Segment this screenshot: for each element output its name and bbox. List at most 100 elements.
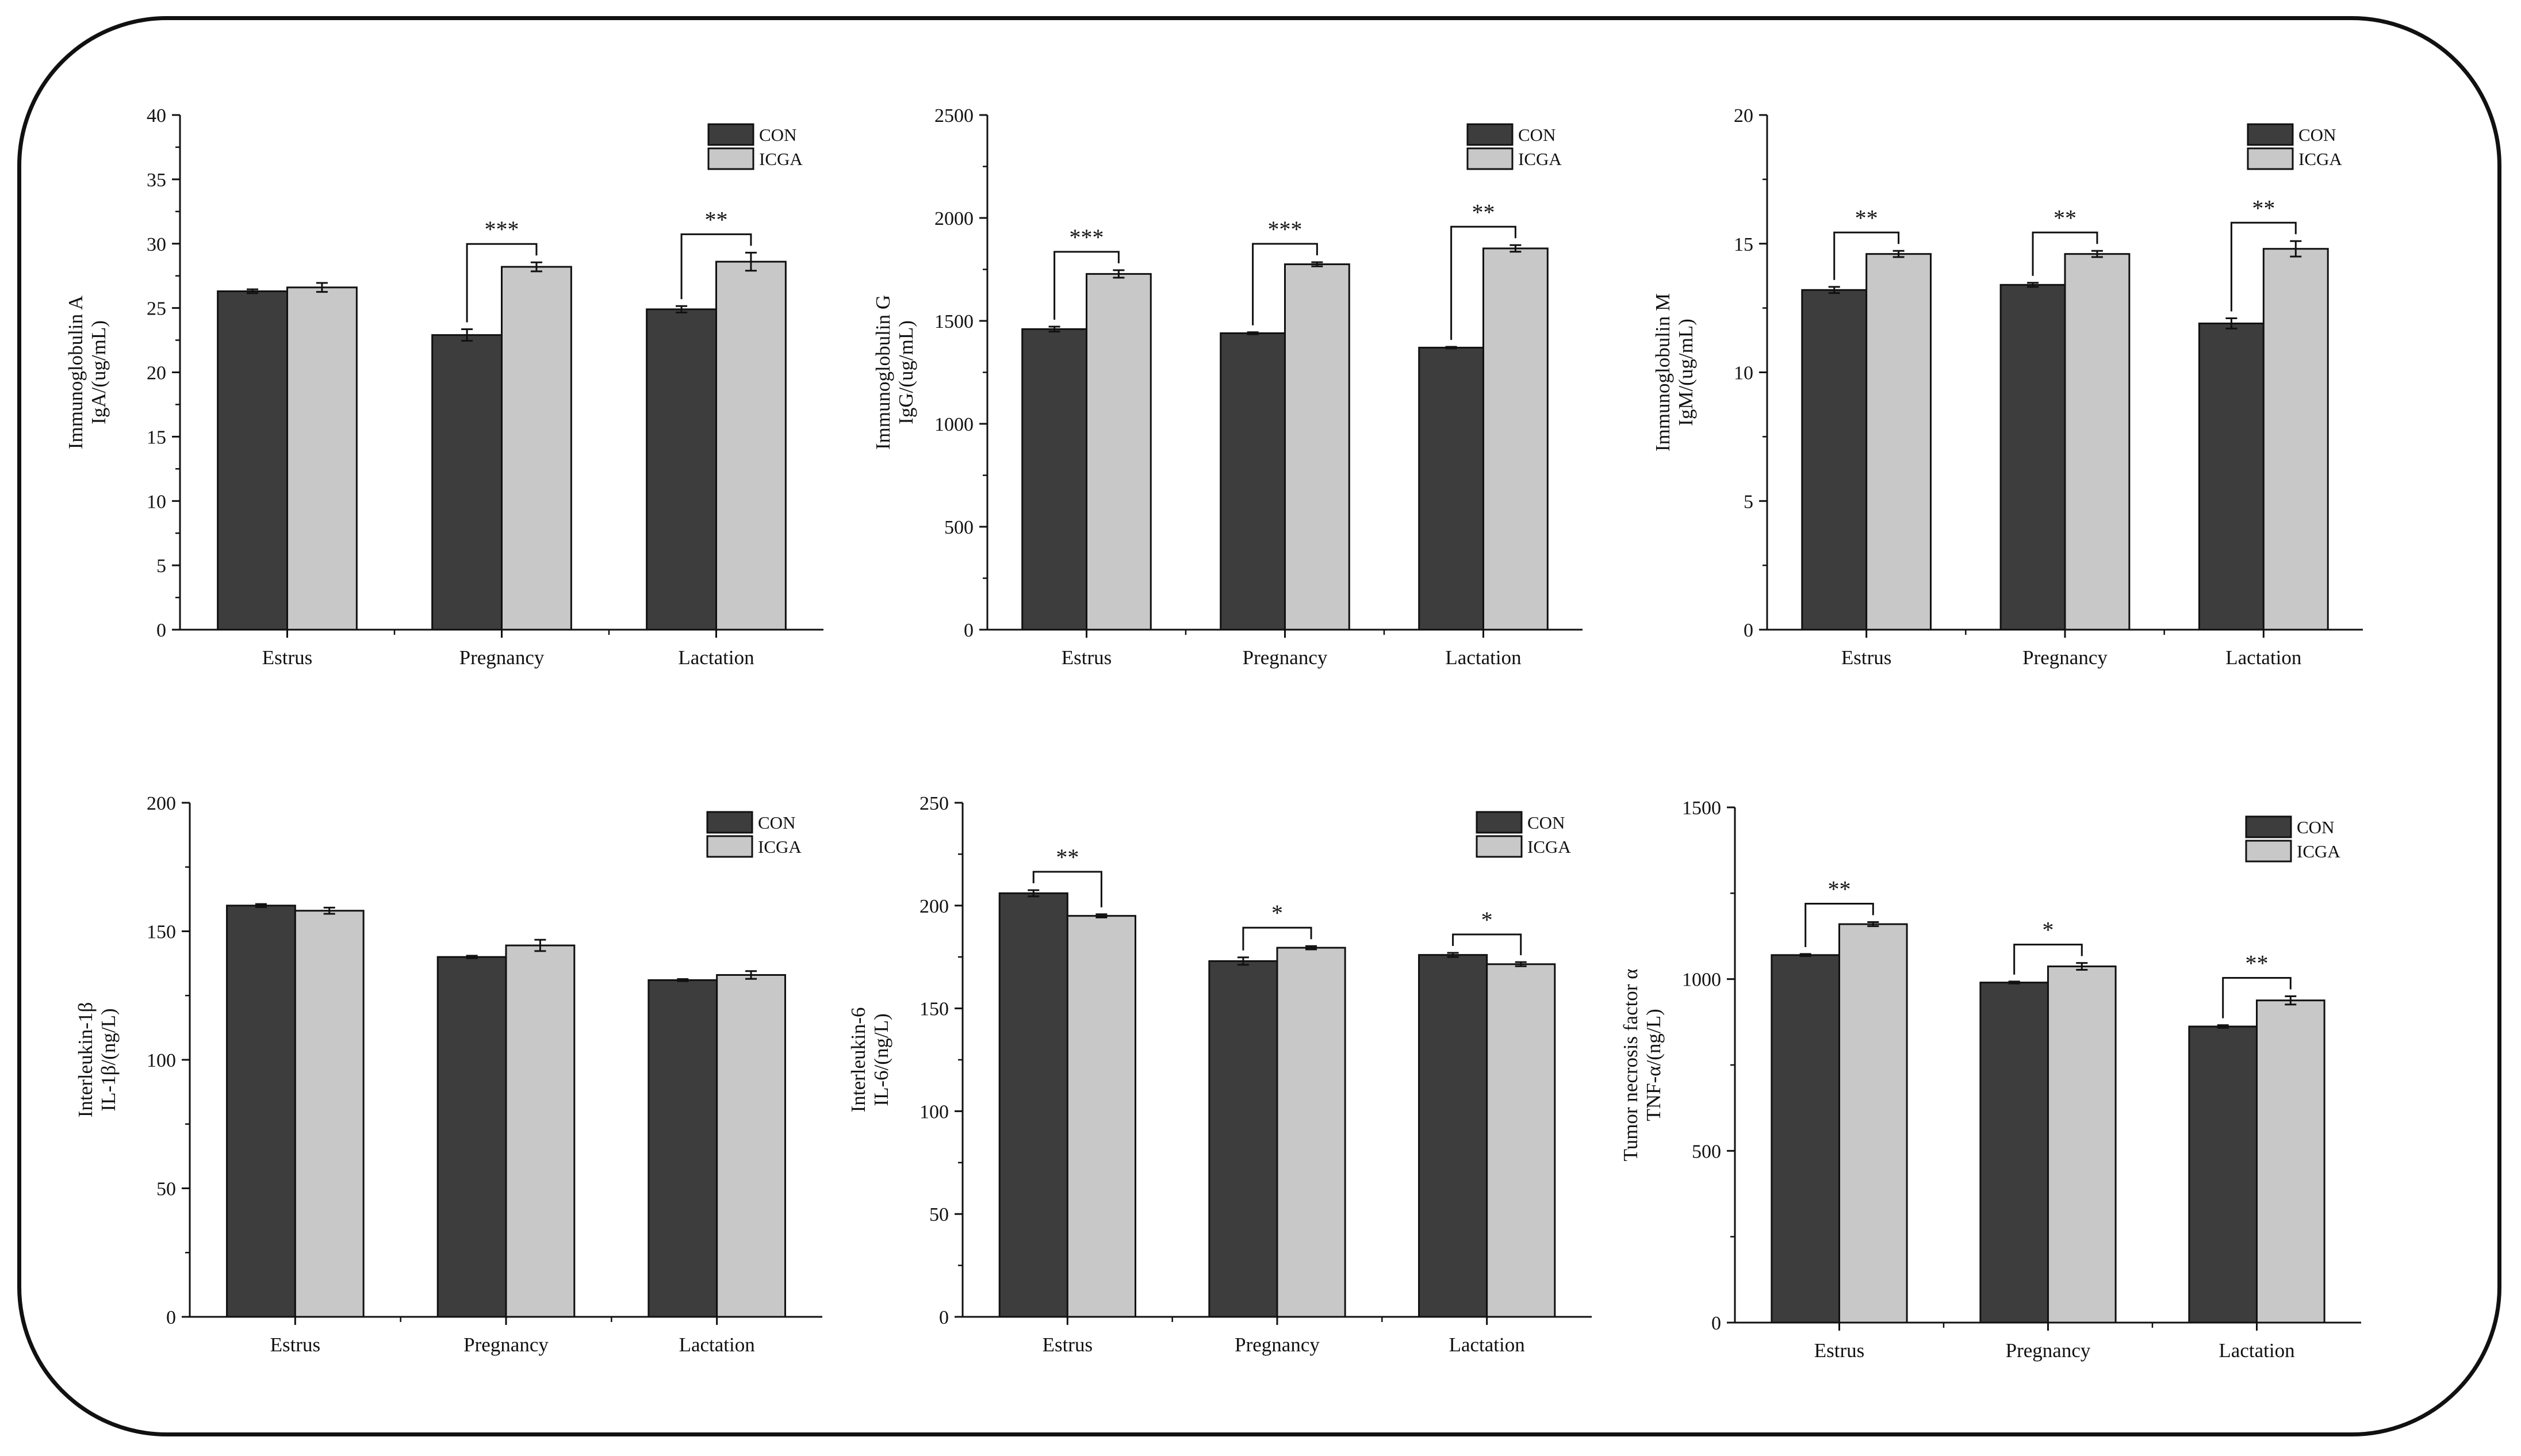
y-axis-label-line: Immunoglobulin A bbox=[64, 295, 87, 449]
legend-label-icga: ICGA bbox=[2297, 841, 2340, 861]
x-category-label: Pregnancy bbox=[1235, 1334, 1320, 1356]
bar-con bbox=[1801, 289, 1868, 631]
y-tick-label: 1000 bbox=[934, 414, 974, 435]
legend-swatch-icga bbox=[1466, 147, 1514, 170]
y-axis-label: Interleukin-1βIL-1β/(ng/L) bbox=[74, 1002, 120, 1118]
significance-marker: ** bbox=[2252, 195, 2275, 221]
bar-icga bbox=[716, 974, 786, 1318]
y-tick-label: 0 bbox=[156, 620, 166, 641]
y-tick-label: 0 bbox=[1744, 620, 1753, 641]
x-category-label: Pregnancy bbox=[2022, 646, 2108, 669]
legend: CON ICGA bbox=[1466, 123, 1562, 170]
legend-label-con: CON bbox=[2298, 125, 2336, 145]
legend-label-con: CON bbox=[2297, 817, 2334, 837]
x-category-label: Lactation bbox=[679, 1334, 755, 1356]
bar-icga bbox=[1838, 923, 1908, 1324]
y-axis-label: Interleukin-6IL-6/(ng/L) bbox=[847, 1007, 892, 1113]
y-tick-label: 0 bbox=[166, 1307, 176, 1328]
chart-svg-3: 0 5 10 15 20 Immunoglobulin MIgM/(ug/mL) Estru… bbox=[1652, 105, 2363, 669]
x-category-label: Pregnancy bbox=[459, 646, 545, 669]
significance-bracket bbox=[2013, 944, 2083, 975]
bar-con bbox=[226, 905, 296, 1318]
significance-bracket bbox=[466, 243, 538, 323]
chart-svg-1: 0 5 10 15 20 25 30 35 40 Immunoglobulin AIgA/(ug/… bbox=[64, 105, 823, 669]
significance-marker: *** bbox=[485, 216, 519, 242]
y-tick-label: 15 bbox=[1734, 234, 1753, 255]
y-tick-label: 50 bbox=[929, 1204, 949, 1225]
legend-swatch-icga bbox=[2247, 147, 2294, 170]
legend-swatch-con bbox=[1476, 811, 1523, 834]
y-tick-label: 2000 bbox=[934, 208, 974, 229]
bar-icga bbox=[1086, 273, 1152, 631]
legend-label-icga: ICGA bbox=[1527, 837, 1571, 857]
bar-con bbox=[1771, 954, 1840, 1324]
significance-marker: *** bbox=[1070, 224, 1104, 250]
y-axis-label-line: Immunoglobulin M bbox=[1652, 293, 1674, 451]
legend: CON ICGA bbox=[707, 123, 803, 170]
y-axis-label: Immunoglobulin MIgM/(ug/mL) bbox=[1652, 293, 1697, 451]
legend-swatch-con bbox=[1466, 123, 1514, 146]
y-axis-label-line: Interleukin-1β bbox=[74, 1002, 97, 1118]
x-category-label: Lactation bbox=[2219, 1339, 2294, 1362]
y-axis-label-line: Interleukin-6 bbox=[847, 1007, 869, 1113]
bar-con bbox=[648, 979, 718, 1318]
bar-con bbox=[1999, 283, 2066, 631]
significance-bracket bbox=[1032, 871, 1102, 907]
y-tick-label: 20 bbox=[1734, 105, 1753, 127]
plot-group: 0 50 100 150 200 250 Interleukin-6IL-6/(ng/L) E… bbox=[847, 793, 1592, 1356]
bar-icga bbox=[2047, 965, 2117, 1324]
legend-swatch-icga bbox=[2245, 840, 2292, 863]
bar-con bbox=[431, 334, 503, 631]
legend-swatch-con bbox=[2247, 123, 2294, 146]
legend-swatch-icga bbox=[707, 147, 754, 170]
significance-marker: * bbox=[1481, 907, 1493, 933]
y-tick-label: 1000 bbox=[1682, 970, 1721, 991]
y-tick-label: 150 bbox=[147, 922, 176, 943]
y-tick-label: 10 bbox=[147, 491, 166, 512]
bar-con bbox=[1418, 954, 1488, 1318]
bar-con bbox=[1208, 960, 1278, 1318]
y-tick-label: 2500 bbox=[934, 105, 974, 127]
bar-icga bbox=[2256, 999, 2325, 1324]
y-tick-label: 10 bbox=[1734, 363, 1753, 384]
y-tick-label: 5 bbox=[156, 555, 166, 577]
legend-label-con: CON bbox=[1527, 813, 1565, 833]
y-tick-label: 15 bbox=[147, 427, 166, 448]
legend: CON ICGA bbox=[706, 811, 802, 858]
chart-panel-5: 0 50 100 150 200 250 Interleukin-6IL-6/(ng/L) E… bbox=[813, 768, 1615, 1374]
legend-swatch-con bbox=[2245, 815, 2292, 838]
significance-bracket bbox=[1242, 926, 1312, 951]
chart-panel-3: 0 5 10 15 20 Immunoglobulin MIgM/(ug/mL) Estru… bbox=[1618, 81, 2386, 687]
x-category-label: Estrus bbox=[262, 646, 313, 669]
bar-con bbox=[1418, 347, 1484, 631]
bar-con bbox=[2188, 1025, 2258, 1324]
legend-label-con: CON bbox=[758, 813, 795, 833]
bar-icga bbox=[1482, 247, 1549, 631]
significance-marker: *** bbox=[1268, 216, 1302, 242]
bar-con bbox=[2198, 322, 2265, 631]
plot-group: 0 500 1000 1500 Tumor necrosis factor αTNF-α… bbox=[1619, 798, 2361, 1362]
significance-marker: ** bbox=[1828, 876, 1851, 902]
legend-swatch-icga bbox=[706, 835, 753, 858]
y-tick-label: 40 bbox=[147, 105, 166, 127]
chart-panel-4: 0 50 100 150 200 Interleukin-1βIL-1β/(ng/L) Es… bbox=[40, 768, 845, 1374]
chart-svg-5: 0 50 100 150 200 250 Interleukin-6IL-6/(ng/L) E… bbox=[847, 793, 1592, 1356]
significance-bracket bbox=[2222, 977, 2292, 1018]
y-tick-label: 200 bbox=[147, 793, 176, 814]
y-axis-label-line: IL-1β/(ng/L) bbox=[97, 1008, 120, 1111]
legend-swatch-con bbox=[706, 811, 753, 834]
significance-bracket bbox=[1053, 251, 1120, 320]
bar-icga bbox=[2064, 253, 2131, 631]
x-category-label: Lactation bbox=[1445, 646, 1521, 669]
x-category-label: Estrus bbox=[1043, 1334, 1093, 1356]
significance-marker: ** bbox=[2053, 205, 2076, 231]
legend: CON ICGA bbox=[1476, 811, 1571, 858]
y-tick-label: 500 bbox=[944, 517, 974, 538]
y-tick-label: 150 bbox=[919, 999, 949, 1020]
y-tick-label: 0 bbox=[964, 620, 974, 641]
y-axis-label-line: IgG/(ug/mL) bbox=[895, 320, 917, 424]
y-axis-label: Immunoglobulin GIgG/(ug/mL) bbox=[872, 295, 917, 450]
bar-icga bbox=[1284, 263, 1350, 631]
plot-group: 0 5 10 15 20 Immunoglobulin MIgM/(ug/mL) Estru… bbox=[1652, 105, 2363, 669]
significance-bracket bbox=[2032, 231, 2098, 276]
